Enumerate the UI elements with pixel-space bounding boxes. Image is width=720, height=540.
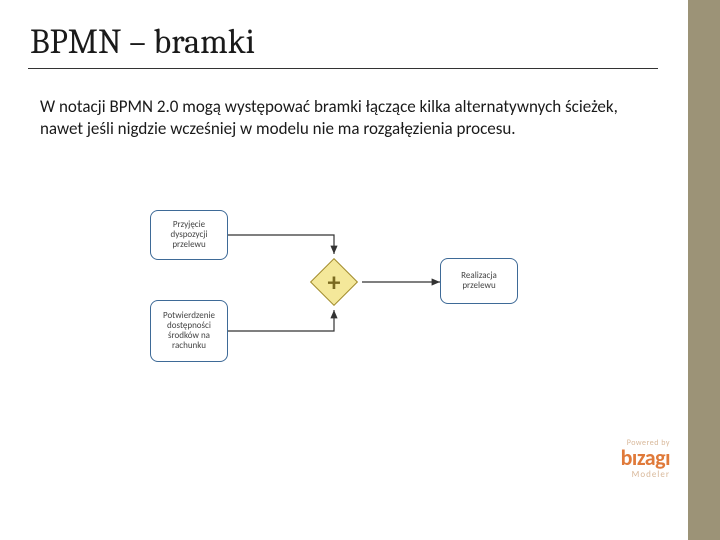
sequence-flow xyxy=(228,235,334,254)
task-label: Realizacja przelewu xyxy=(447,271,511,291)
gateway-plus-icon: + xyxy=(310,258,358,306)
task-realizacja: Realizacja przelewu xyxy=(440,258,518,304)
logo-brand-text: bızagı xyxy=(621,448,670,469)
slide-title: BPMN – bramki xyxy=(30,22,255,62)
bpmn-diagram: Przyjęcie dyspozycji przelewu Potwierdze… xyxy=(150,210,570,440)
bizagi-logo: Powered by bızagı Modeler xyxy=(621,438,670,480)
task-przyjecie: Przyjęcie dyspozycji przelewu xyxy=(150,210,228,260)
slide-body-text: W notacji BPMN 2.0 mogą występować bramk… xyxy=(40,96,640,140)
parallel-gateway: + xyxy=(310,258,358,306)
task-potwierdzenie: Potwierdzenie dostępności środków na rac… xyxy=(150,300,228,362)
title-underline xyxy=(28,68,658,69)
sequence-flow xyxy=(228,310,334,331)
task-label: Potwierdzenie dostępności środków na rac… xyxy=(157,311,221,351)
task-label: Przyjęcie dyspozycji przelewu xyxy=(157,220,221,250)
slide-sidebar xyxy=(688,0,720,540)
